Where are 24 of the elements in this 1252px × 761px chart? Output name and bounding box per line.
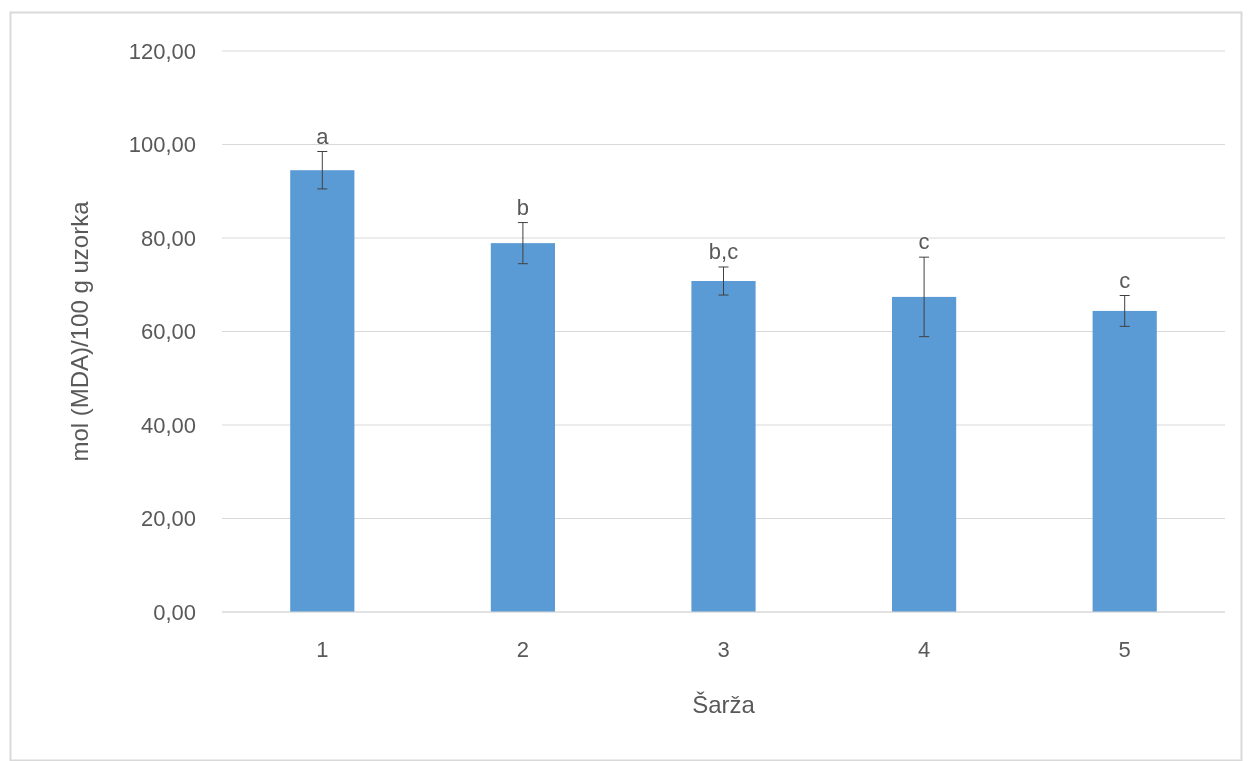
y-axis-title: mol (MDA)/100 g uzorka [66,200,93,462]
annotation: c [1119,267,1131,293]
annotation: a [316,123,330,149]
y-tick-label: 20,00 [140,506,196,532]
bar [1092,310,1157,612]
y-tick-label: 0,00 [153,599,196,625]
y-tick-label: 100,00 [128,132,196,158]
bar [290,170,355,612]
annotation: c [918,229,930,255]
x-tick-label: 3 [717,637,730,662]
y-tick-label: 40,00 [140,412,196,438]
y-tick-label: 120,00 [128,38,196,64]
bar [490,243,555,612]
y-tick-label: 60,00 [140,319,196,345]
annotation: b,c [708,238,739,264]
x-tick-label: 4 [917,637,931,662]
bar [892,296,957,612]
annotation: b [516,194,530,220]
x-tick-label: 2 [516,637,530,662]
x-tick-label: 1 [316,637,329,662]
bar [691,281,756,612]
y-tick-label: 80,00 [140,225,196,251]
x-axis-title: Šarža [692,691,756,718]
x-tick-label: 5 [1118,637,1131,662]
